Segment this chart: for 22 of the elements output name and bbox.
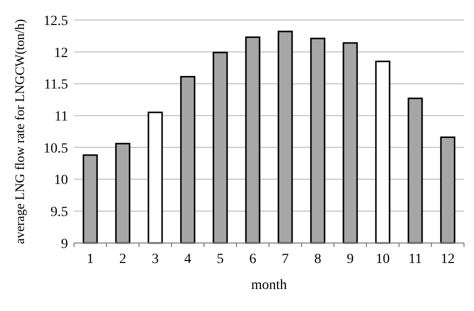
y-tick-label: 11 — [54, 109, 68, 124]
y-tick-label: 10.5 — [44, 141, 68, 156]
y-tick-label: 10 — [54, 173, 68, 188]
x-tick-label: 7 — [282, 252, 289, 267]
x-tick-label: 6 — [249, 252, 256, 267]
y-tick-label: 9.5 — [50, 205, 68, 220]
y-axis-title: average LNG flow rate for LNGCW(ton/h) — [12, 19, 27, 244]
x-tick-label: 3 — [152, 252, 159, 267]
y-tick-label: 12.5 — [44, 14, 68, 29]
x-tick-label: 10 — [376, 252, 390, 267]
x-tick-label: 5 — [216, 252, 224, 267]
x-tick-label: 12 — [440, 252, 455, 267]
y-tick-label: 11.5 — [44, 78, 68, 93]
x-axis-title: month — [251, 278, 287, 293]
x-tick-label: 2 — [119, 252, 126, 267]
x-tick-label: 1 — [86, 252, 94, 267]
x-tick-label: 8 — [314, 252, 322, 267]
x-tick-label: 4 — [184, 252, 192, 267]
x-tick-label: 11 — [408, 252, 422, 267]
y-tick-label: 9 — [61, 236, 68, 252]
y-tick-label: 12 — [54, 46, 68, 61]
x-tick-label: 9 — [346, 252, 354, 267]
